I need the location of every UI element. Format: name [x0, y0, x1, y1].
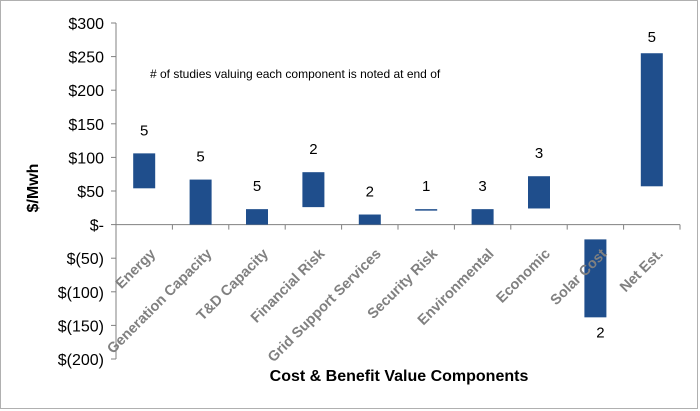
y-tick-label: $150 [68, 117, 104, 134]
study-count-label: 2 [366, 184, 374, 201]
x-category-label: Economic [494, 246, 554, 306]
study-count-label: 2 [596, 324, 604, 341]
x-axis-title: Cost & Benefit Value Components [270, 368, 529, 385]
y-tick-label: $50 [77, 184, 104, 201]
bar [640, 53, 663, 187]
x-category-label: Net Est. [617, 246, 666, 295]
y-tick-label: $250 [68, 50, 104, 67]
y-tick-label: $- [90, 218, 104, 235]
study-count-label: 5 [648, 29, 656, 46]
study-count-label: 3 [478, 178, 486, 195]
chart-note: # of studies valuing each component is n… [150, 67, 441, 81]
bar [471, 209, 494, 225]
y-tick-label: $(200) [58, 352, 104, 369]
y-tick-label: $(100) [58, 285, 104, 302]
bar [358, 214, 381, 225]
study-count-label: 2 [309, 141, 317, 158]
bar [246, 209, 268, 225]
y-tick-label: $100 [68, 150, 104, 167]
x-category-label: Grid Support Services [265, 246, 385, 366]
y-tick-label: $(50) [67, 251, 104, 268]
y-tick-label: $200 [68, 83, 104, 100]
bar [528, 176, 550, 209]
bar [302, 172, 325, 208]
bar-layer [133, 53, 663, 318]
x-category-label: Energy [113, 246, 159, 292]
bar [584, 239, 607, 318]
y-axis-title: $/Mwh [25, 164, 42, 213]
y-tick-label: $300 [68, 16, 104, 33]
x-category-label: Generation Capacity [104, 246, 215, 357]
bar [133, 153, 156, 189]
study-count-label: 1 [422, 178, 430, 195]
study-count-label: 3 [535, 145, 543, 162]
study-count-label: 5 [253, 178, 261, 195]
bar [189, 179, 212, 225]
y-tick-label: $(150) [58, 318, 104, 335]
study-count-label: 5 [140, 122, 148, 139]
axis-layer: $300 $250 $200 $150 $100 $50 $- $(50) $(100) $(15… [58, 16, 681, 369]
study-count-label: 5 [196, 149, 204, 166]
bar [415, 209, 438, 211]
